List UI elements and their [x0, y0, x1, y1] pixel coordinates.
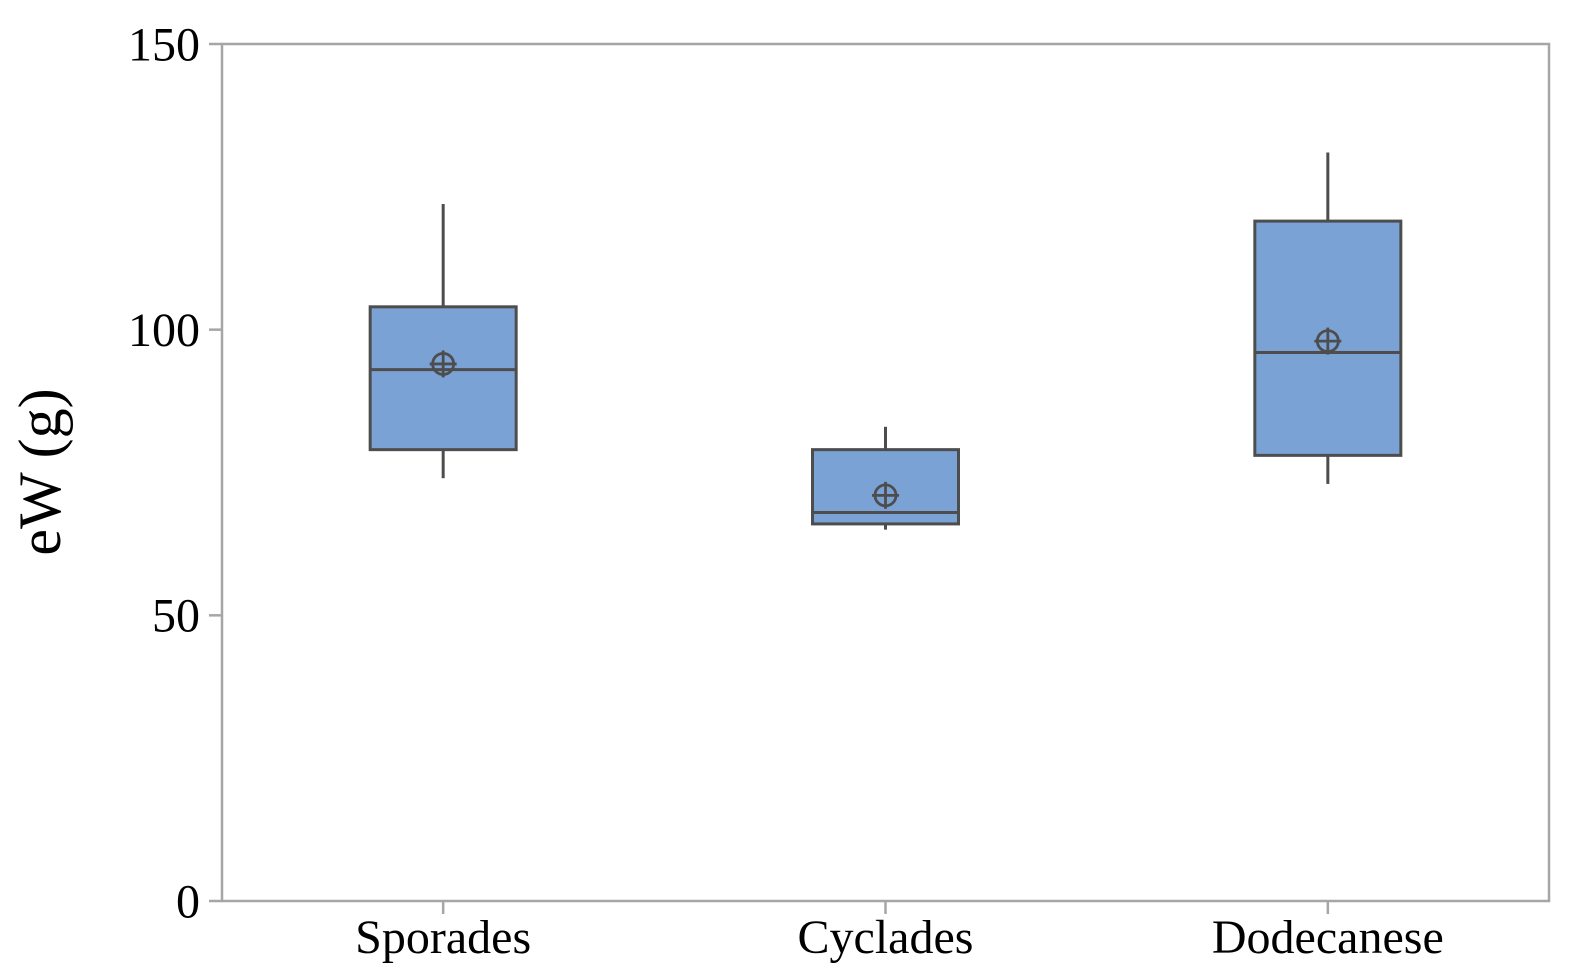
- mean-marker: [872, 481, 899, 509]
- y-tick-label: 0: [176, 875, 200, 928]
- boxplot-sporades: [368, 203, 518, 479]
- boxplot-dodecanese: [1253, 152, 1403, 484]
- x-category-label: Cyclades: [798, 911, 974, 964]
- y-tick-label: 150: [128, 18, 200, 71]
- x-category-label: Sporades: [355, 911, 531, 964]
- x-category-label: Dodecanese: [1212, 911, 1444, 964]
- plot-layer: 0 50 100 150 Sporades Cyclades Dodecanese: [128, 18, 1551, 964]
- box-iqr: [368, 305, 518, 452]
- y-tick-label: 50: [152, 590, 200, 643]
- y-axis-title: eW (g): [7, 388, 73, 555]
- mean-marker: [429, 350, 457, 378]
- mean-marker: [1314, 327, 1342, 355]
- boxplot-cyclades: [811, 426, 960, 530]
- y-tick-label: 100: [128, 304, 200, 357]
